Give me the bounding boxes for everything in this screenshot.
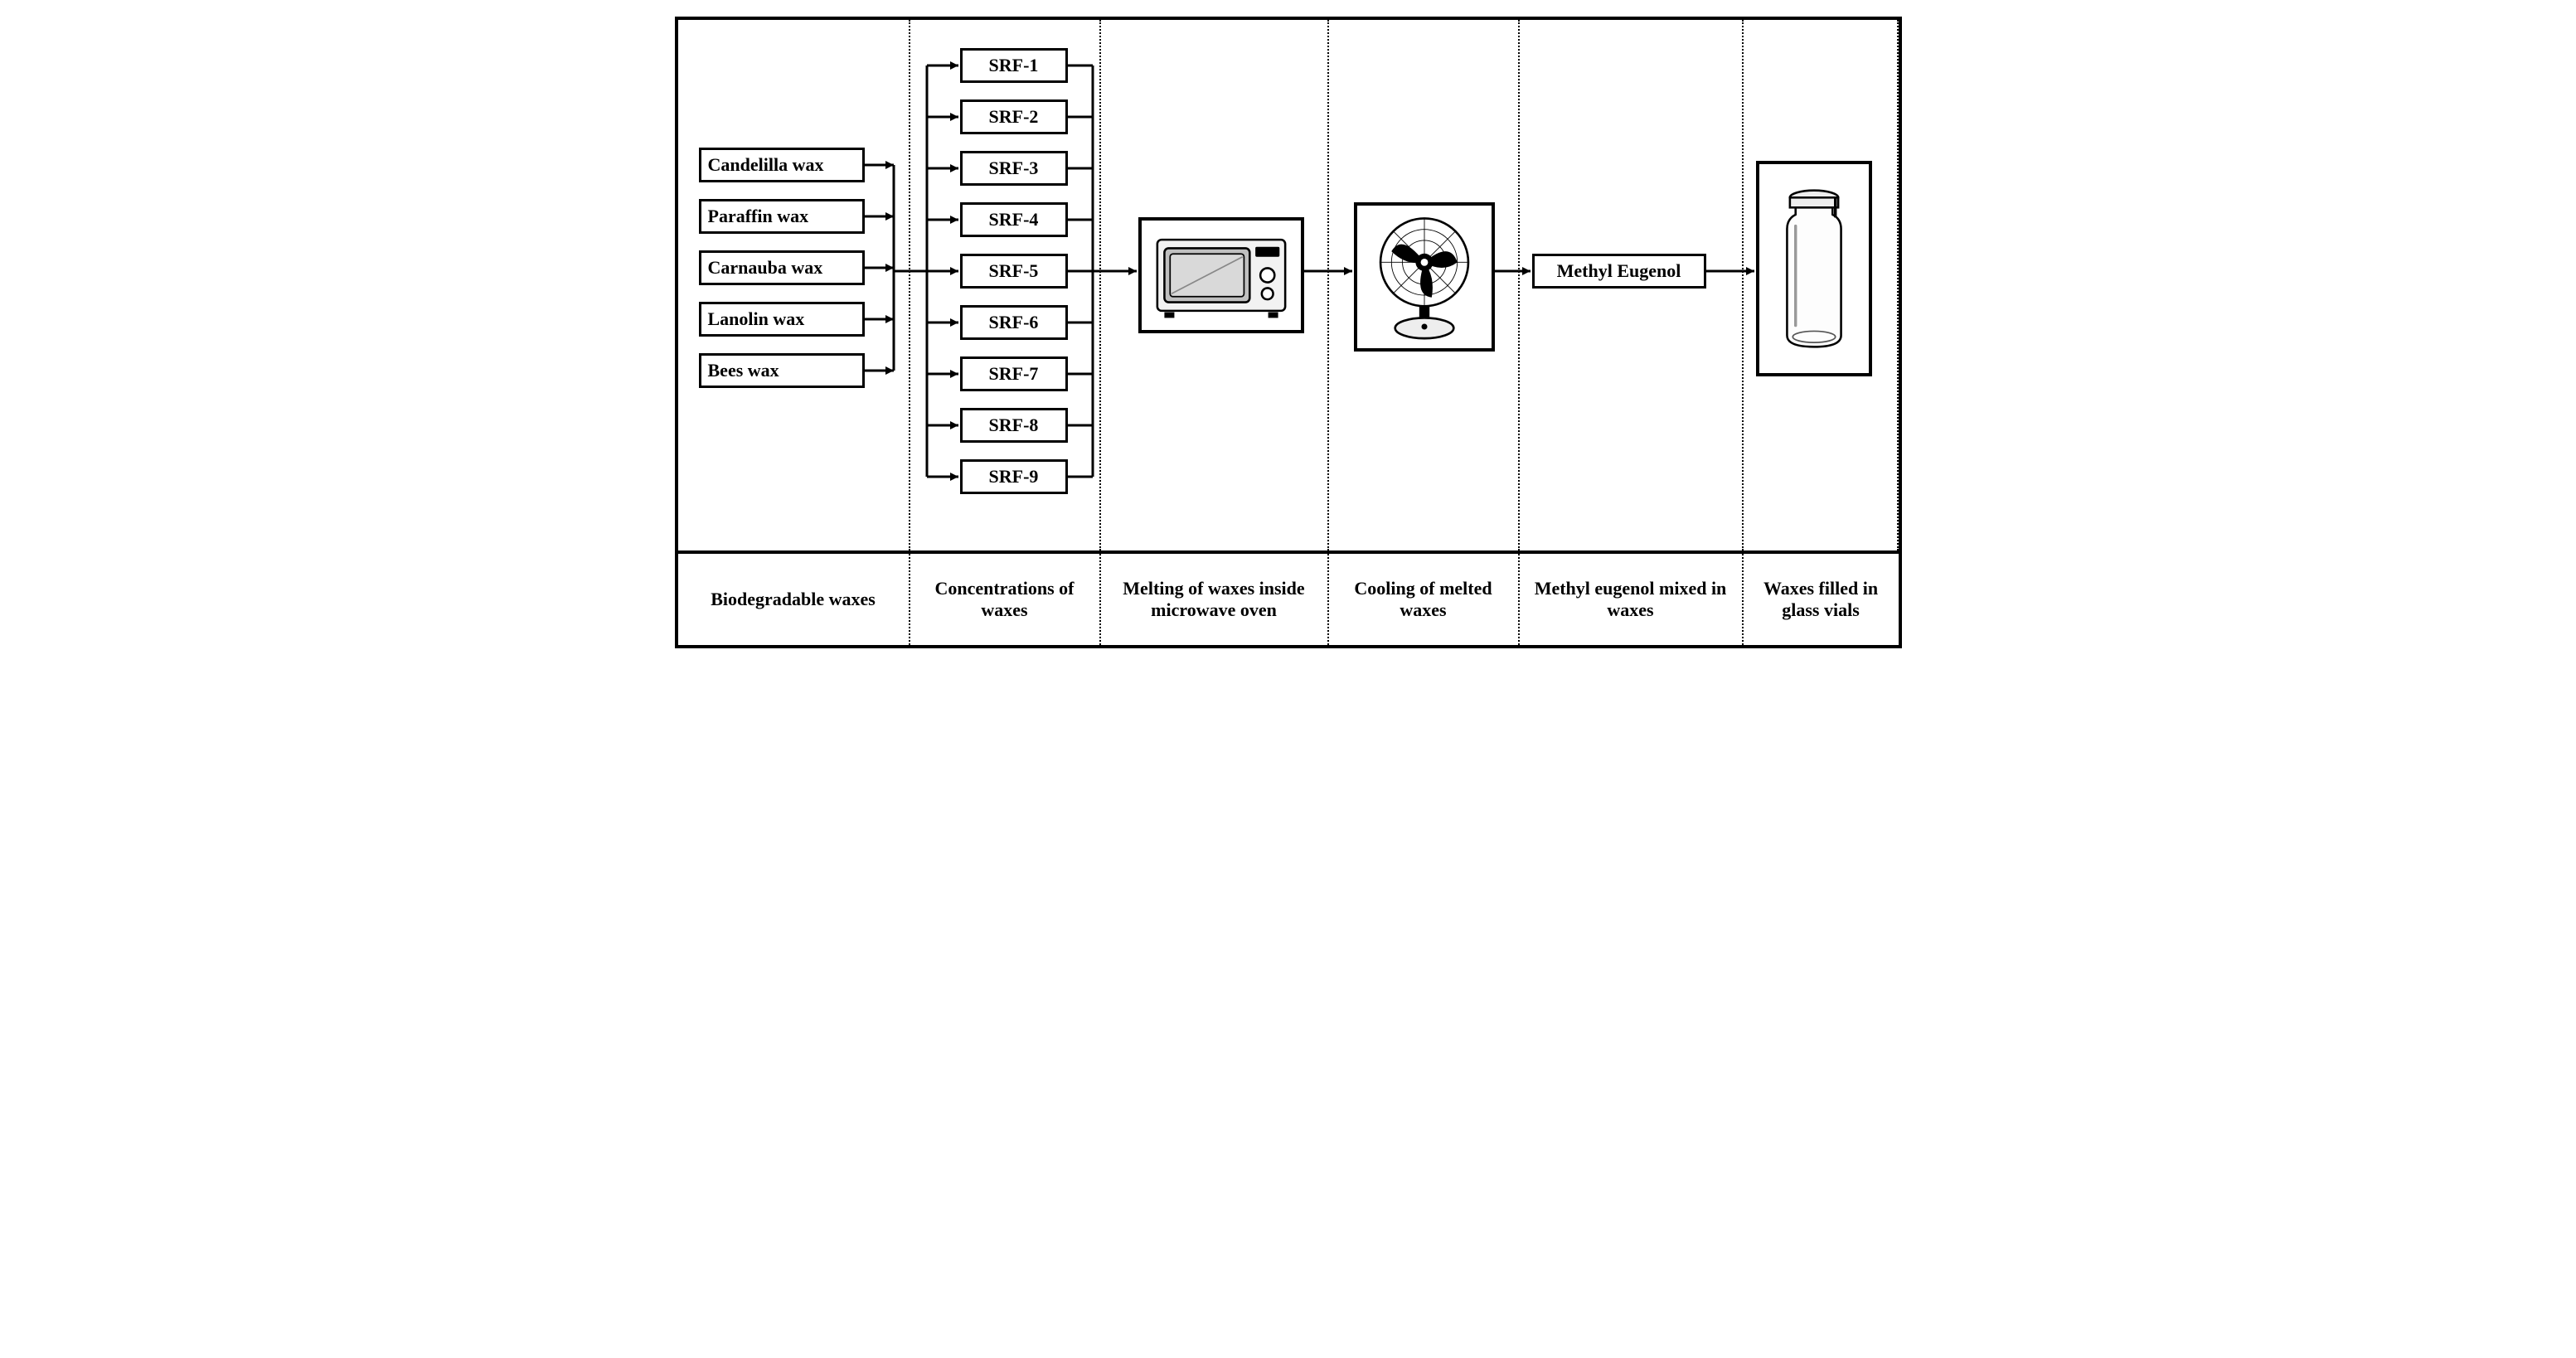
srf-node: SRF-8 (960, 408, 1068, 443)
srf-node: SRF-6 (960, 305, 1068, 340)
wax-node: Carnauba wax (699, 250, 865, 285)
srf-label: SRF-8 (989, 415, 1039, 436)
caption-text: Biodegradable waxes (711, 589, 876, 610)
srf-label: SRF-3 (989, 158, 1039, 179)
microwave-box (1138, 217, 1304, 333)
caption-text: Cooling of melted waxes (1334, 578, 1513, 621)
caption-text: Melting of waxes inside microwave oven (1106, 578, 1322, 621)
vial-box (1756, 161, 1872, 376)
srf-node: SRF-5 (960, 254, 1068, 289)
srf-node: SRF-4 (960, 202, 1068, 237)
wax-node: Lanolin wax (699, 302, 865, 337)
caption-text: Methyl eugenol mixed in waxes (1525, 578, 1737, 621)
srf-node: SRF-2 (960, 99, 1068, 134)
microwave-icon (1147, 226, 1296, 325)
srf-label: SRF-9 (989, 466, 1039, 487)
srf-label: SRF-2 (989, 106, 1039, 128)
srf-node: SRF-1 (960, 48, 1068, 83)
wax-label: Carnauba wax (708, 257, 823, 279)
wax-node: Candelilla wax (699, 148, 865, 182)
fan-icon (1362, 211, 1487, 343)
wax-label: Lanolin wax (708, 308, 805, 330)
caption-row: Biodegradable waxes Concentrations of wa… (678, 550, 1899, 645)
srf-label: SRF-6 (989, 312, 1039, 333)
srf-label: SRF-1 (989, 55, 1039, 76)
srf-node: SRF-7 (960, 356, 1068, 391)
srf-label: SRF-4 (989, 209, 1039, 230)
caption-text: Waxes filled in glass vials (1749, 578, 1894, 621)
wax-node: Paraffin wax (699, 199, 865, 234)
wax-node: Bees wax (699, 353, 865, 388)
methyl-node: Methyl Eugenol (1532, 254, 1706, 289)
srf-label: SRF-5 (989, 260, 1039, 282)
caption-vial: Waxes filled in glass vials (1744, 554, 1899, 645)
srf-node: SRF-9 (960, 459, 1068, 494)
diagram-frame: Candelilla wax Paraffin wax Carnauba wax… (675, 17, 1902, 648)
caption-melt: Melting of waxes inside microwave oven (1101, 554, 1329, 645)
srf-node: SRF-3 (960, 151, 1068, 186)
glass-vial-icon (1764, 169, 1864, 368)
wax-label: Bees wax (708, 360, 779, 381)
wax-label: Candelilla wax (708, 154, 824, 176)
methyl-label: Methyl Eugenol (1557, 260, 1681, 282)
caption-waxes: Biodegradable waxes (678, 554, 910, 645)
wax-label: Paraffin wax (708, 206, 809, 227)
caption-conc: Concentrations of waxes (910, 554, 1101, 645)
caption-mix: Methyl eugenol mixed in waxes (1520, 554, 1744, 645)
overlay: Candelilla wax Paraffin wax Carnauba wax… (678, 20, 1899, 550)
stage-row: Candelilla wax Paraffin wax Carnauba wax… (678, 20, 1899, 550)
caption-text: Concentrations of waxes (915, 578, 1094, 621)
fan-box (1354, 202, 1495, 352)
caption-cool: Cooling of melted waxes (1329, 554, 1520, 645)
srf-label: SRF-7 (989, 363, 1039, 385)
